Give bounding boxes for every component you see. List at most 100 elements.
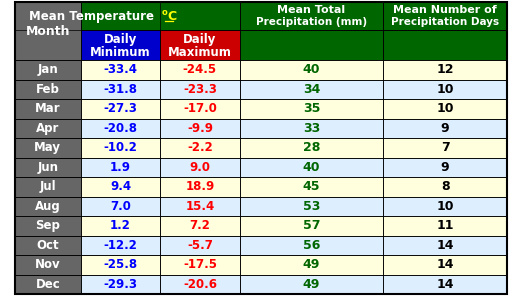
Text: -29.3: -29.3 [103,278,137,291]
Text: 7: 7 [441,141,450,154]
Bar [15,2,81,60]
Bar [15,197,81,216]
Text: Sep: Sep [35,219,60,232]
Text: 49: 49 [303,258,320,271]
Bar [15,99,81,118]
Bar [240,274,383,294]
Bar [160,236,240,255]
Bar [15,138,81,157]
Bar [160,60,240,80]
Text: 53: 53 [303,200,320,213]
Bar [240,197,383,216]
Text: Dec: Dec [35,278,60,291]
Text: Precipitation Days: Precipitation Days [391,17,499,27]
Bar [383,255,507,274]
Text: -10.2: -10.2 [103,141,137,154]
Text: Minimum: Minimum [90,46,151,59]
Text: 57: 57 [303,219,320,232]
Bar [81,274,160,294]
Bar [240,2,383,30]
Bar [15,177,81,197]
Bar [383,118,507,138]
Bar [81,216,160,236]
Text: 35: 35 [303,102,320,115]
Text: 10: 10 [436,200,454,213]
Bar [15,236,81,255]
Text: Mean Total: Mean Total [278,5,346,15]
Text: -17.5: -17.5 [183,258,217,271]
Text: 12: 12 [436,63,454,76]
Text: 14: 14 [436,258,454,271]
Bar [240,80,383,99]
Bar [81,30,160,60]
Bar [15,255,81,274]
Text: 8: 8 [441,180,450,193]
Bar [81,80,160,99]
Text: 28: 28 [303,141,320,154]
Text: 7.2: 7.2 [189,219,210,232]
Text: Jul: Jul [39,180,56,193]
Bar [15,60,81,80]
Bar [160,99,240,118]
Text: Mar: Mar [35,102,60,115]
Text: Daily: Daily [104,33,137,46]
Text: -2.2: -2.2 [187,141,213,154]
Bar [240,30,383,60]
Bar [81,255,160,274]
Bar [240,236,383,255]
Text: -5.7: -5.7 [187,239,213,252]
Bar [81,138,160,157]
Text: -23.3: -23.3 [183,83,217,96]
Text: 11: 11 [436,219,454,232]
Text: -27.3: -27.3 [103,102,137,115]
Bar [240,99,383,118]
Text: May: May [34,141,61,154]
Text: -9.9: -9.9 [187,122,213,135]
Text: Nov: Nov [35,258,60,271]
Text: 40: 40 [303,63,320,76]
Text: 7.0: 7.0 [110,200,131,213]
Text: Mean Temperature: Mean Temperature [29,9,158,22]
Bar [81,177,160,197]
Text: 14: 14 [436,278,454,291]
Bar [383,274,507,294]
Text: 18.9: 18.9 [185,180,215,193]
Bar [160,274,240,294]
Text: C: C [167,9,176,22]
Text: 14: 14 [436,239,454,252]
Bar [15,274,81,294]
Bar [383,138,507,157]
Text: 9: 9 [441,161,450,174]
Bar [240,216,383,236]
Bar [383,60,507,80]
Text: 15.4: 15.4 [185,200,215,213]
Bar [240,255,383,274]
Text: 40: 40 [303,161,320,174]
Bar [15,80,81,99]
Text: 49: 49 [303,278,320,291]
Text: 45: 45 [303,180,320,193]
Bar [81,197,160,216]
Text: Jan: Jan [37,63,58,76]
Bar [383,99,507,118]
Text: 56: 56 [303,239,320,252]
Bar [160,216,240,236]
Bar [383,2,507,30]
Text: Precipitation (mm): Precipitation (mm) [256,17,367,27]
Bar [160,80,240,99]
Text: -33.4: -33.4 [103,63,137,76]
Text: -12.2: -12.2 [103,239,137,252]
Bar [160,138,240,157]
Bar [383,216,507,236]
Text: Aug: Aug [35,200,60,213]
Text: Oct: Oct [36,239,59,252]
Text: 1.2: 1.2 [110,219,131,232]
Text: 9.4: 9.4 [110,180,131,193]
Text: 10: 10 [436,83,454,96]
Bar [383,30,507,60]
Bar [160,157,240,177]
Bar [81,2,240,30]
Text: Maximum: Maximum [168,46,232,59]
Text: Daily: Daily [183,33,217,46]
Bar [160,197,240,216]
